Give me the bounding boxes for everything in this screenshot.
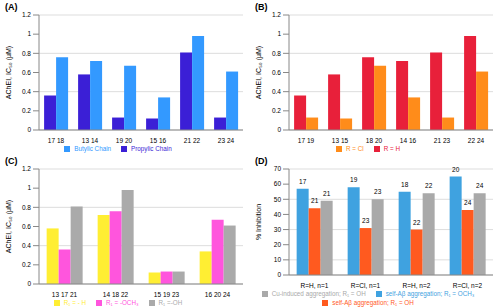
svg-text:AChEI, IC₅₀ (μM): AChEI, IC₅₀ (μM) [8,46,13,99]
svg-text:20: 20 [274,241,282,248]
svg-text:13 14: 13 14 [82,137,99,144]
html-text:Butylic Chain: Butylic Chain [74,145,112,152]
svg-text:15 16: 15 16 [150,137,167,144]
svg-text:24: 24 [476,182,484,189]
html-text:R₁ = -OCH₃: R₁ = -OCH₃ [106,299,139,306]
html-text:self-Aβ aggregation; R₁ = OH: self-Aβ aggregation; R₁ = OH [332,299,414,306]
svg-text:17: 17 [299,178,307,185]
svg-text:0.2: 0.2 [272,107,281,114]
svg-text:21: 21 [323,190,331,197]
svg-text:40: 40 [274,211,282,218]
svg-text:18: 18 [401,181,409,188]
svg-text:19 20: 19 20 [116,137,133,144]
svg-text:R=Cl, n=1: R=Cl, n=1 [351,282,381,289]
svg-text:13 17 21: 13 17 21 [52,291,78,298]
svg-text:21: 21 [311,197,319,204]
html-text:Propylic Chain: Propylic Chain [131,145,172,152]
svg-text:0.2: 0.2 [22,107,31,114]
svg-text:0.4: 0.4 [272,88,281,95]
html-text:(B): (B) [255,2,268,12]
svg-text:R=H, n=2: R=H, n=2 [403,282,431,289]
svg-text:AChEI, IC₅₀ (μM): AChEI, IC₅₀ (μM) [255,46,263,99]
svg-text:0.8: 0.8 [272,50,281,57]
html-text:(C): (C) [5,156,18,166]
svg-text:1: 1 [27,30,31,37]
svg-text:22 24: 22 24 [468,137,485,144]
svg-text:% Inhibition: % Inhibition [255,204,262,240]
svg-text:10: 10 [274,256,282,263]
svg-text:50: 50 [274,196,282,203]
svg-text:18 20: 18 20 [366,137,383,144]
svg-text:1: 1 [27,184,31,191]
html-text:(A): (A) [5,2,18,12]
svg-text:20: 20 [452,166,460,173]
svg-text:13 15: 13 15 [332,137,349,144]
svg-text:0: 0 [27,126,31,133]
svg-text:21 23: 21 23 [434,137,451,144]
html-text:self-Aβ aggregation; R₁ = OCH₃: self-Aβ aggregation; R₁ = OCH₃ [385,290,475,297]
svg-text:0.8: 0.8 [22,50,31,57]
svg-text:60: 60 [274,180,282,187]
svg-text:R=Cl, n=2: R=Cl, n=2 [453,282,483,289]
svg-text:0: 0 [277,126,281,133]
svg-text:70: 70 [274,165,282,172]
svg-text:24: 24 [464,199,472,206]
svg-text:14 16: 14 16 [400,137,417,144]
svg-text:0.4: 0.4 [22,242,31,249]
svg-text:0: 0 [277,271,281,278]
svg-text:14 18 22: 14 18 22 [103,291,129,298]
svg-text:1.2: 1.2 [272,11,281,18]
svg-text:1: 1 [277,30,281,37]
svg-text:R=H, n=1: R=H, n=1 [301,282,329,289]
html-text:R = H: R = H [383,145,400,152]
svg-text:1.2: 1.2 [22,11,31,18]
svg-text:30: 30 [274,226,282,233]
svg-text:15 19 23: 15 19 23 [154,291,180,298]
svg-text:22: 22 [425,182,433,189]
html-text:R₁ = - H: R₁ = - H [63,299,86,306]
svg-text:0.4: 0.4 [22,88,31,95]
svg-text:0.6: 0.6 [272,69,281,76]
svg-text:17 19: 17 19 [298,137,315,144]
svg-text:0.2: 0.2 [22,261,31,268]
svg-text:0.8: 0.8 [22,204,31,211]
svg-text:23 24: 23 24 [218,137,235,144]
svg-text:AChEI, IC₅₀ (μM): AChEI, IC₅₀ (μM) [8,200,13,253]
html-text:R = Cl: R = Cl [346,145,364,152]
svg-text:21 22: 21 22 [184,137,201,144]
svg-text:1.2: 1.2 [22,165,31,172]
svg-text:23: 23 [374,188,382,195]
svg-text:23: 23 [362,217,370,224]
svg-text:19: 19 [350,176,358,183]
html-text:R₁ =-OH: R₁ =-OH [158,299,183,306]
html-text:(D): (D) [255,156,268,166]
svg-text:0.6: 0.6 [22,69,31,76]
svg-text:0.6: 0.6 [22,223,31,230]
svg-text:0: 0 [27,280,31,287]
svg-text:22: 22 [413,219,421,226]
svg-text:16 20 24: 16 20 24 [205,291,231,298]
html-text:Cu-induced aggregation; R₁ = O: Cu-induced aggregation; R₁ = OH [271,290,366,297]
svg-text:17 18: 17 18 [48,137,65,144]
